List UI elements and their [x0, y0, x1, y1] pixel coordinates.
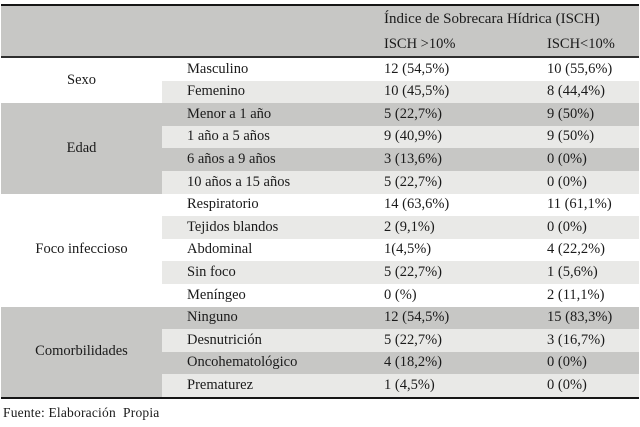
source-note: Fuente: Elaboración Propia: [3, 404, 160, 420]
table-row: Femenino 10 (45,5%) 8 (44,4%): [1, 80, 639, 104]
cell-category: 1 año a 5 años: [162, 125, 381, 149]
cell-isch-lt10: 0 (0%): [544, 148, 639, 171]
cell-category: Menor a 1 año: [162, 103, 381, 126]
group-label-edad: Edad: [1, 103, 162, 194]
cell-category: Ninguno: [162, 306, 381, 330]
cell-isch-lt10: 2 (11,1%): [544, 283, 639, 307]
cell-isch-lt10: 0 (0%): [544, 170, 639, 194]
page: Índice de Sobrecara Hídrica (ISCH) ISCH …: [0, 4, 640, 427]
table-row: Sexo Masculino 12 (54,5%) 10 (55,6%): [1, 57, 639, 104]
cell-isch-gt10: 14 (63,6%): [381, 193, 544, 217]
table-title: Índice de Sobrecara Hídrica (ISCH): [381, 5, 639, 33]
table-row: 6 años a 9 años 3 (13,6%) 0 (0%): [1, 148, 639, 171]
table-row: Foco infeccioso Respiratorio 14 (63,6%) …: [1, 193, 639, 307]
group-label-foco-infeccioso: Foco infeccioso: [1, 193, 162, 307]
column-header-isch-lt10: ISCH<10%: [544, 33, 639, 58]
cell-isch-gt10: 2 (9,1%): [381, 216, 544, 239]
cell-isch-gt10: 3 (13,6%): [381, 148, 544, 171]
table-row: Tejidos blandos 2 (9,1%) 0 (0%): [1, 216, 639, 239]
cell-category: 6 años a 9 años: [162, 148, 381, 171]
cell-isch-lt10: 9 (50%): [544, 103, 639, 126]
group-label-sexo: Sexo: [1, 57, 162, 104]
cell-isch-lt10: 9 (50%): [544, 125, 639, 149]
table-row: Prematurez 1 (4,5%) 0 (0%): [1, 374, 639, 398]
table-row: Comorbilidades Ninguno 12 (54,5%) 15 (83…: [1, 306, 639, 398]
cell-category: Abdominal: [162, 238, 381, 262]
cell-isch-gt10: 0 (%): [381, 283, 544, 307]
cell-category: 10 años a 15 años: [162, 170, 381, 194]
cell-category: Femenino: [162, 80, 381, 104]
cell-category: Prematurez: [162, 374, 381, 398]
cell-category: Tejidos blandos: [162, 216, 381, 239]
cell-isch-gt10: 12 (54,5%): [381, 57, 544, 81]
cell-category: Sin foco: [162, 261, 381, 284]
cell-isch-lt10: 4 (22,2%): [544, 238, 639, 262]
cell-isch-lt10: 0 (0%): [544, 351, 639, 375]
group-label-comorbilidades: Comorbilidades: [1, 306, 162, 398]
cell-isch-lt10: 3 (16,7%): [544, 329, 639, 352]
table-row: Desnutrición 5 (22,7%) 3 (16,7%): [1, 329, 639, 352]
isch-table: Índice de Sobrecara Hídrica (ISCH) ISCH …: [1, 4, 639, 399]
cell-isch-lt10: 10 (55,6%): [544, 57, 639, 81]
cell-category: Respiratorio: [162, 193, 381, 217]
cell-isch-lt10: 0 (0%): [544, 374, 639, 398]
cell-isch-gt10: 5 (22,7%): [381, 170, 544, 194]
cell-isch-gt10: 5 (22,7%): [381, 103, 544, 126]
column-header-isch-gt10: ISCH >10%: [381, 33, 544, 58]
cell-isch-gt10: 9 (40,9%): [381, 125, 544, 149]
cell-isch-gt10: 1 (4,5%): [381, 374, 544, 398]
table-row: Abdominal 1(4,5%) 4 (22,2%): [1, 238, 639, 262]
cell-isch-lt10: 8 (44,4%): [544, 80, 639, 104]
table-row: 10 años a 15 años 5 (22,7%) 0 (0%): [1, 170, 639, 194]
cell-category: Oncohematológico: [162, 351, 381, 375]
cell-category: Desnutrición: [162, 329, 381, 352]
header-spacer: [1, 33, 381, 58]
cell-isch-lt10: 15 (83,3%): [544, 306, 639, 330]
table-row: Sin foco 5 (22,7%) 1 (5,6%): [1, 261, 639, 284]
cell-category: Meníngeo: [162, 283, 381, 307]
table-header-columns-row: ISCH >10% ISCH<10%: [1, 33, 639, 58]
cell-isch-gt10: 10 (45,5%): [381, 80, 544, 104]
cell-isch-gt10: 5 (22,7%): [381, 261, 544, 284]
table-row: Meníngeo 0 (%) 2 (11,1%): [1, 283, 639, 307]
cell-isch-gt10: 4 (18,2%): [381, 351, 544, 375]
cell-isch-lt10: 11 (61,1%): [544, 193, 639, 217]
cell-isch-gt10: 1(4,5%): [381, 238, 544, 262]
table-header-title-row: Índice de Sobrecara Hídrica (ISCH): [1, 5, 639, 33]
cell-isch-gt10: 5 (22,7%): [381, 329, 544, 352]
cell-isch-lt10: 1 (5,6%): [544, 261, 639, 284]
header-spacer: [1, 5, 381, 33]
cell-isch-gt10: 12 (54,5%): [381, 306, 544, 330]
cell-category: Masculino: [162, 57, 381, 81]
table-row: 1 año a 5 años 9 (40,9%) 9 (50%): [1, 125, 639, 149]
table-row: Edad Menor a 1 año 5 (22,7%) 9 (50%): [1, 103, 639, 194]
cell-isch-lt10: 0 (0%): [544, 216, 639, 239]
table-row: Oncohematológico 4 (18,2%) 0 (0%): [1, 351, 639, 375]
